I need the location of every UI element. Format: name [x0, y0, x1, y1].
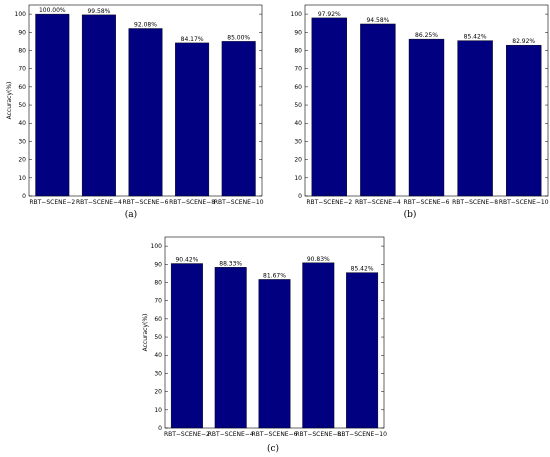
- data-label: 92.08%: [134, 22, 157, 29]
- bar: [346, 272, 379, 429]
- x-tick-label: RBT−SCENE−4: [208, 431, 254, 438]
- bar: [311, 17, 347, 197]
- data-label: 94.58%: [366, 17, 389, 24]
- bar: [258, 279, 291, 429]
- bar: [506, 44, 542, 197]
- y-tick-label: 60: [154, 316, 162, 323]
- x-tick-label: RBT−SCENE−8: [295, 431, 341, 438]
- data-label: 82.92%: [512, 38, 535, 45]
- y-tick-label: 10: [294, 175, 302, 182]
- data-label: 85.42%: [351, 266, 374, 273]
- y-tick-label: 0: [158, 425, 162, 432]
- y-tick-label: 10: [154, 407, 162, 414]
- bar: [35, 13, 70, 197]
- y-tick-label: 0: [298, 193, 302, 200]
- y-tick-label: 60: [294, 84, 302, 91]
- y-tick-label: 90: [18, 29, 26, 36]
- x-tick-label: RBT−SCENE−8: [452, 199, 498, 206]
- x-tick-label: RBT−SCENE−10: [214, 199, 264, 206]
- y-tick-label: 40: [154, 352, 162, 359]
- data-label: 81.67%: [263, 272, 286, 279]
- y-tick-label: 50: [154, 334, 162, 341]
- x-tick-label: RBT−SCENE−6: [123, 199, 169, 206]
- data-label: 85.42%: [464, 34, 487, 41]
- data-label: 97.92%: [318, 11, 341, 18]
- data-label: 90.83%: [307, 256, 330, 263]
- bar: [81, 14, 116, 197]
- y-axis-title: Accuracy(%): [6, 82, 13, 120]
- bar: [128, 28, 163, 197]
- y-tick-label: 50: [294, 102, 302, 109]
- chart-panel: 0 10 20 30 40 50 60 70 80 90 100 RBT−SCENE−2 97.92% R…: [291, 4, 549, 220]
- x-tick-label: RBT−SCENE−2: [164, 431, 210, 438]
- bar: [457, 40, 493, 197]
- bar: [302, 262, 335, 429]
- y-tick-label: 30: [294, 138, 302, 145]
- data-label: 90.42%: [175, 257, 198, 264]
- data-label: 84.17%: [181, 36, 204, 43]
- panel-caption: (c): [267, 443, 279, 454]
- x-tick-label: RBT−SCENE−6: [252, 431, 298, 438]
- data-label: 85.00%: [227, 34, 250, 41]
- data-label: 86.25%: [415, 32, 438, 39]
- bar: [221, 41, 256, 197]
- bar: [170, 263, 203, 429]
- y-tick-label: 0: [22, 193, 26, 200]
- data-label: 88.33%: [219, 260, 242, 267]
- y-tick-label: 100: [291, 11, 303, 18]
- chart-panel: 0 10 20 30 40 50 60 70 80 90 100 RBT−SCENE−2 100.00%…: [6, 4, 264, 220]
- y-tick-label: 60: [18, 84, 26, 91]
- y-tick-label: 50: [18, 102, 26, 109]
- y-tick-label: 40: [294, 120, 302, 127]
- x-tick-label: RBT−SCENE−4: [76, 199, 122, 206]
- panel-caption: (b): [404, 209, 417, 220]
- x-tick-label: RBT−SCENE−4: [355, 199, 401, 206]
- y-tick-label: 80: [294, 47, 302, 54]
- y-tick-label: 30: [154, 370, 162, 377]
- y-tick-label: 20: [294, 157, 302, 164]
- panel-caption: (a): [125, 209, 137, 220]
- y-tick-label: 20: [18, 157, 26, 164]
- y-tick-label: 90: [294, 29, 302, 36]
- bar: [360, 23, 396, 197]
- y-tick-label: 100: [15, 11, 27, 18]
- y-tick-label: 20: [154, 389, 162, 396]
- x-tick-label: RBT−SCENE−2: [29, 199, 75, 206]
- data-label: 99.58%: [87, 8, 110, 15]
- bar: [408, 38, 445, 197]
- x-tick-label: RBT−SCENE−8: [169, 199, 215, 206]
- y-tick-label: 70: [18, 66, 26, 73]
- x-tick-label: RBT−SCENE−2: [306, 199, 352, 206]
- y-tick-label: 70: [294, 66, 302, 73]
- data-label: 100.00%: [39, 7, 66, 14]
- chart-panel: 0 10 20 30 40 50 60 70 80 90 100 RBT−SCENE−2 90.42% R…: [142, 236, 387, 454]
- y-tick-label: 80: [154, 279, 162, 286]
- y-axis-title: Accuracy(%): [142, 314, 149, 352]
- y-tick-label: 30: [18, 138, 26, 145]
- bar: [214, 267, 247, 429]
- bar: [175, 42, 210, 197]
- y-tick-label: 10: [18, 175, 26, 182]
- y-tick-label: 40: [18, 120, 26, 127]
- y-tick-label: 80: [18, 47, 26, 54]
- x-tick-label: RBT−SCENE−6: [404, 199, 450, 206]
- y-tick-label: 70: [154, 298, 162, 305]
- y-tick-label: 100: [151, 243, 163, 250]
- x-tick-label: RBT−SCENE−10: [499, 199, 549, 206]
- y-tick-label: 90: [154, 261, 162, 268]
- x-tick-label: RBT−SCENE−10: [337, 431, 387, 438]
